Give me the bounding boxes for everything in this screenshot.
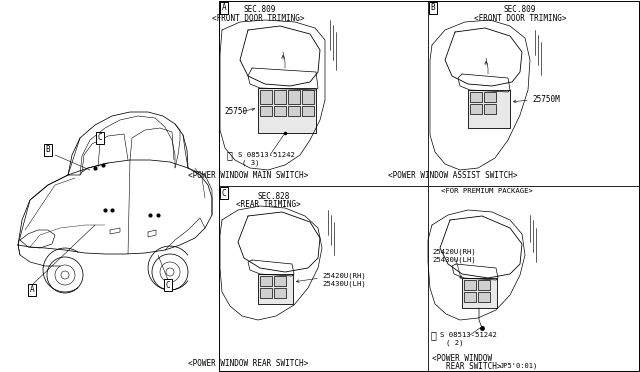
Text: Ⓢ: Ⓢ bbox=[226, 150, 232, 160]
Bar bbox=[302, 90, 314, 104]
Text: SEC.809: SEC.809 bbox=[244, 5, 276, 14]
Text: S 08513-51242: S 08513-51242 bbox=[440, 332, 497, 338]
Text: <POWER WINDOW: <POWER WINDOW bbox=[432, 354, 492, 363]
Bar bbox=[478, 280, 490, 290]
Text: 25430U(LH): 25430U(LH) bbox=[432, 257, 476, 263]
Bar bbox=[274, 276, 286, 286]
Text: 25420U(RH): 25420U(RH) bbox=[322, 273, 365, 279]
Text: <POWER WINDOW REAR SWITCH>: <POWER WINDOW REAR SWITCH> bbox=[188, 359, 308, 368]
Text: 25430U(LH): 25430U(LH) bbox=[322, 281, 365, 287]
Text: A: A bbox=[221, 3, 227, 13]
Text: 25750M: 25750M bbox=[532, 96, 560, 105]
Bar bbox=[260, 288, 272, 298]
Text: Ⓢ: Ⓢ bbox=[430, 330, 436, 340]
Bar bbox=[484, 92, 496, 102]
Text: <POWER WINDOW ASSIST SWITCH>: <POWER WINDOW ASSIST SWITCH> bbox=[388, 171, 518, 180]
Text: 25420U(RH): 25420U(RH) bbox=[432, 249, 476, 255]
Bar bbox=[288, 90, 300, 104]
Bar bbox=[302, 106, 314, 116]
Text: C: C bbox=[98, 134, 102, 142]
Text: SEC.828: SEC.828 bbox=[258, 192, 291, 201]
Text: <POWER WINDOW MAIN SWITCH>: <POWER WINDOW MAIN SWITCH> bbox=[188, 171, 308, 180]
Bar bbox=[470, 104, 482, 114]
Text: JP5'0:01): JP5'0:01) bbox=[500, 362, 538, 369]
Bar bbox=[470, 92, 482, 102]
Text: C: C bbox=[166, 280, 170, 289]
Bar bbox=[462, 278, 497, 308]
Bar bbox=[274, 106, 286, 116]
Bar bbox=[260, 106, 272, 116]
Text: <FOR PREMIUM PACKAGE>: <FOR PREMIUM PACKAGE> bbox=[441, 188, 533, 194]
Bar bbox=[288, 106, 300, 116]
Text: 25750: 25750 bbox=[224, 108, 247, 116]
Bar bbox=[478, 292, 490, 302]
Bar bbox=[464, 292, 476, 302]
Text: C: C bbox=[221, 189, 227, 198]
Bar bbox=[274, 90, 286, 104]
Text: <FRONT DOOR TRIMING>: <FRONT DOOR TRIMING> bbox=[474, 14, 566, 23]
Text: B: B bbox=[431, 3, 435, 13]
Text: REAR SWITCH>: REAR SWITCH> bbox=[446, 362, 502, 371]
Bar bbox=[258, 274, 293, 304]
Bar bbox=[258, 88, 316, 133]
Text: ( 2): ( 2) bbox=[446, 340, 463, 346]
Text: <REAR TRIMING>: <REAR TRIMING> bbox=[236, 200, 301, 209]
Bar bbox=[468, 90, 510, 128]
Bar bbox=[464, 280, 476, 290]
Text: ( 3): ( 3) bbox=[242, 160, 259, 166]
Bar bbox=[484, 104, 496, 114]
Text: S 08513-51242: S 08513-51242 bbox=[238, 152, 295, 158]
Bar bbox=[274, 288, 286, 298]
Bar bbox=[219, 1, 639, 371]
Bar bbox=[260, 276, 272, 286]
Text: <FRONT DOOR TRIMING>: <FRONT DOOR TRIMING> bbox=[212, 14, 304, 23]
Text: SEC.809: SEC.809 bbox=[504, 5, 536, 14]
Bar bbox=[260, 90, 272, 104]
Text: A: A bbox=[29, 285, 35, 295]
Text: B: B bbox=[45, 145, 51, 154]
